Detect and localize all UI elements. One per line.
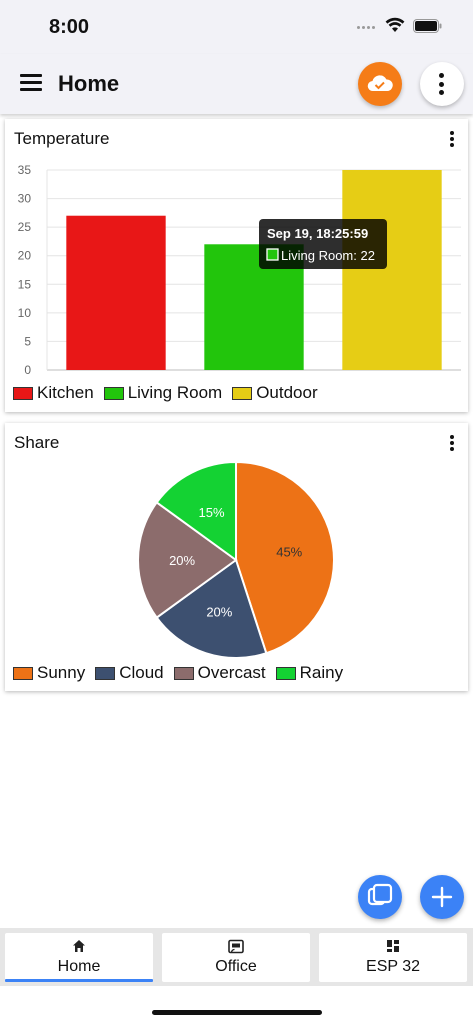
- legend-item-cloud[interactable]: Cloud: [95, 663, 164, 683]
- pie-data-label: 15%: [199, 505, 225, 520]
- cast-icon: [228, 939, 244, 954]
- more-vert-icon[interactable]: [450, 131, 454, 147]
- legend-swatch: [173, 666, 194, 680]
- cloud-sync-button[interactable]: [358, 62, 402, 106]
- temperature-legend: Kitchen Living Room Outdoor: [13, 383, 328, 403]
- copy-button[interactable]: [358, 875, 402, 919]
- wifi-icon: [385, 17, 405, 32]
- legend-label: Sunny: [37, 663, 86, 682]
- status-time: 8:00: [49, 16, 90, 38]
- y-tick-label: 35: [18, 163, 32, 177]
- temperature-card: Temperature 0 5 10 15 20 25 30 35 Sep 19, 18:25…: [5, 119, 468, 412]
- tooltip-time: Sep 19, 18:25:59: [267, 226, 368, 241]
- active-tab-indicator: [5, 979, 153, 982]
- y-tick-label: 15: [18, 277, 32, 291]
- pie-data-label: 20%: [169, 553, 195, 568]
- legend-item-overcast[interactable]: Overcast: [173, 663, 266, 683]
- page-title: Home: [58, 71, 120, 96]
- bottom-tab-bar: Home Office ESP 32: [0, 928, 473, 986]
- tab-home[interactable]: Home: [5, 933, 153, 982]
- y-tick-label: 25: [18, 220, 32, 234]
- legend-item-living-room[interactable]: Living Room: [103, 383, 223, 403]
- more-options-button[interactable]: [420, 62, 464, 106]
- pie-data-label: 20%: [206, 604, 232, 619]
- pie-slice-rainy[interactable]: [155, 460, 237, 562]
- legend-label: Outdoor: [256, 383, 318, 402]
- plus-icon: [431, 886, 453, 908]
- tab-label: Office: [215, 958, 257, 975]
- signal-dots-icon: [357, 26, 377, 30]
- legend-label: Cloud: [119, 663, 164, 682]
- legend-item-outdoor[interactable]: Outdoor: [232, 383, 318, 403]
- share-pie-chart: 45% 20% 20% 15%: [137, 460, 335, 658]
- legend-swatch: [103, 386, 124, 400]
- legend-item-sunny[interactable]: Sunny: [13, 663, 85, 683]
- battery-icon: [413, 19, 442, 33]
- share-card: Share 45% 20% 20% 15% Sunny Cloud Overcast Rai…: [5, 423, 468, 691]
- tab-label: ESP 32: [366, 958, 420, 975]
- more-vert-icon[interactable]: [450, 435, 454, 451]
- legend-swatch: [13, 666, 33, 680]
- tooltip-label: Living Room: 22: [281, 248, 375, 263]
- share-legend: Sunny Cloud Overcast Rainy: [13, 663, 353, 683]
- menu-icon[interactable]: [20, 74, 42, 92]
- y-tick-label: 0: [24, 363, 31, 377]
- bar-kitchen[interactable]: [66, 215, 166, 370]
- tab-esp32[interactable]: ESP 32: [319, 933, 467, 982]
- y-tick-label: 10: [18, 306, 32, 320]
- pie-slice-sunny[interactable]: [235, 460, 335, 655]
- copy-icon: [367, 883, 393, 906]
- chart-tooltip: Sep 19, 18:25:59 Living Room: 22: [259, 219, 387, 269]
- temperature-bar-chart: 0 5 10 15 20 25 30 35 Sep 19, 18:25:59 Living R…: [18, 163, 461, 377]
- legend-swatch: [13, 386, 33, 400]
- legend-item-kitchen[interactable]: Kitchen: [13, 383, 94, 403]
- home-indicator: [152, 1010, 322, 1015]
- pie-slice-cloud[interactable]: [155, 558, 268, 658]
- card-title: Share: [14, 433, 60, 452]
- legend-label: Kitchen: [37, 383, 94, 402]
- home-icon: [73, 940, 85, 952]
- bar-outdoor[interactable]: [342, 170, 442, 370]
- legend-swatch: [232, 386, 253, 400]
- legend-swatch: [95, 666, 116, 680]
- dashboard-icon: [387, 940, 399, 952]
- legend-item-rainy[interactable]: Rainy: [275, 663, 344, 683]
- pie-slice-overcast[interactable]: [137, 500, 238, 620]
- add-button[interactable]: [420, 875, 464, 919]
- status-bar: 8:00: [0, 0, 473, 54]
- legend-label: Living Room: [127, 383, 223, 402]
- app-bar: Home: [0, 54, 473, 114]
- legend-swatch: [275, 666, 296, 680]
- y-tick-label: 30: [18, 192, 32, 206]
- tab-office[interactable]: Office: [162, 933, 310, 982]
- y-tick-label: 5: [24, 334, 31, 348]
- y-tick-label: 20: [18, 249, 32, 263]
- cloud-check-icon: [367, 75, 393, 92]
- pie-data-label: 45%: [276, 545, 302, 560]
- tab-label: Home: [57, 958, 101, 975]
- tooltip-swatch: [266, 248, 279, 261]
- card-title: Temperature: [14, 129, 110, 148]
- legend-label: Rainy: [299, 663, 344, 682]
- legend-label: Overcast: [197, 663, 266, 682]
